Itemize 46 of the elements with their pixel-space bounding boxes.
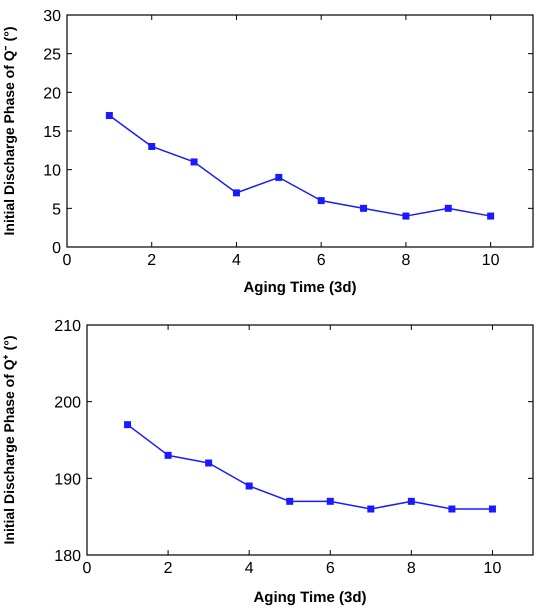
y-axis-title: Initial Discharge Phase of Q⁻ (°) (1, 26, 17, 236)
y-tick-label: 15 (43, 124, 62, 141)
point (148, 142, 156, 150)
y-tick-label: 0 (52, 240, 62, 257)
x-tick-label: 8 (401, 252, 410, 269)
point (106, 112, 113, 120)
point (402, 212, 410, 220)
x-tick-label: 10 (482, 252, 500, 269)
y-tick-label: 10 (43, 162, 62, 180)
point (164, 452, 172, 459)
y-tick-label: 180 (54, 548, 82, 565)
point (205, 460, 212, 466)
x-tick-label: 4 (244, 560, 254, 577)
x-tick-label: 4 (232, 252, 241, 269)
point (275, 174, 282, 181)
y-tick-label: 25 (43, 46, 62, 64)
y-tick-label: 30 (43, 8, 62, 25)
x-tick-label: 2 (164, 560, 173, 577)
x-tick-label: 6 (316, 252, 326, 269)
x-tick-label: 10 (484, 560, 502, 577)
x-tick-label: 2 (147, 252, 156, 269)
point (246, 482, 253, 490)
x-tick-label: 6 (326, 560, 335, 577)
point (190, 158, 198, 166)
point (124, 421, 132, 428)
point (326, 498, 334, 505)
x-tick-label: 0 (82, 560, 92, 577)
y-tick-label: 200 (54, 394, 82, 412)
x-axis-title: Aging Time (3d) (253, 589, 367, 606)
y-tick-label: 5 (52, 201, 62, 218)
point (367, 506, 374, 512)
point (448, 506, 456, 512)
point (360, 204, 368, 212)
y-axis-title: Initial Discharge Phase of Q⁺ (°) (1, 336, 17, 544)
y-tick-label: 20 (43, 85, 62, 102)
point (444, 204, 452, 212)
x-axis-title: Aging Time (3d) (243, 279, 357, 296)
point (408, 498, 415, 505)
y-tick-label: 190 (54, 471, 82, 488)
point (488, 506, 496, 512)
y-tick-label: 210 (54, 318, 82, 335)
point (487, 212, 494, 220)
point (286, 498, 294, 505)
point (232, 189, 240, 196)
point (318, 197, 325, 204)
x-tick-label: 8 (406, 560, 416, 577)
